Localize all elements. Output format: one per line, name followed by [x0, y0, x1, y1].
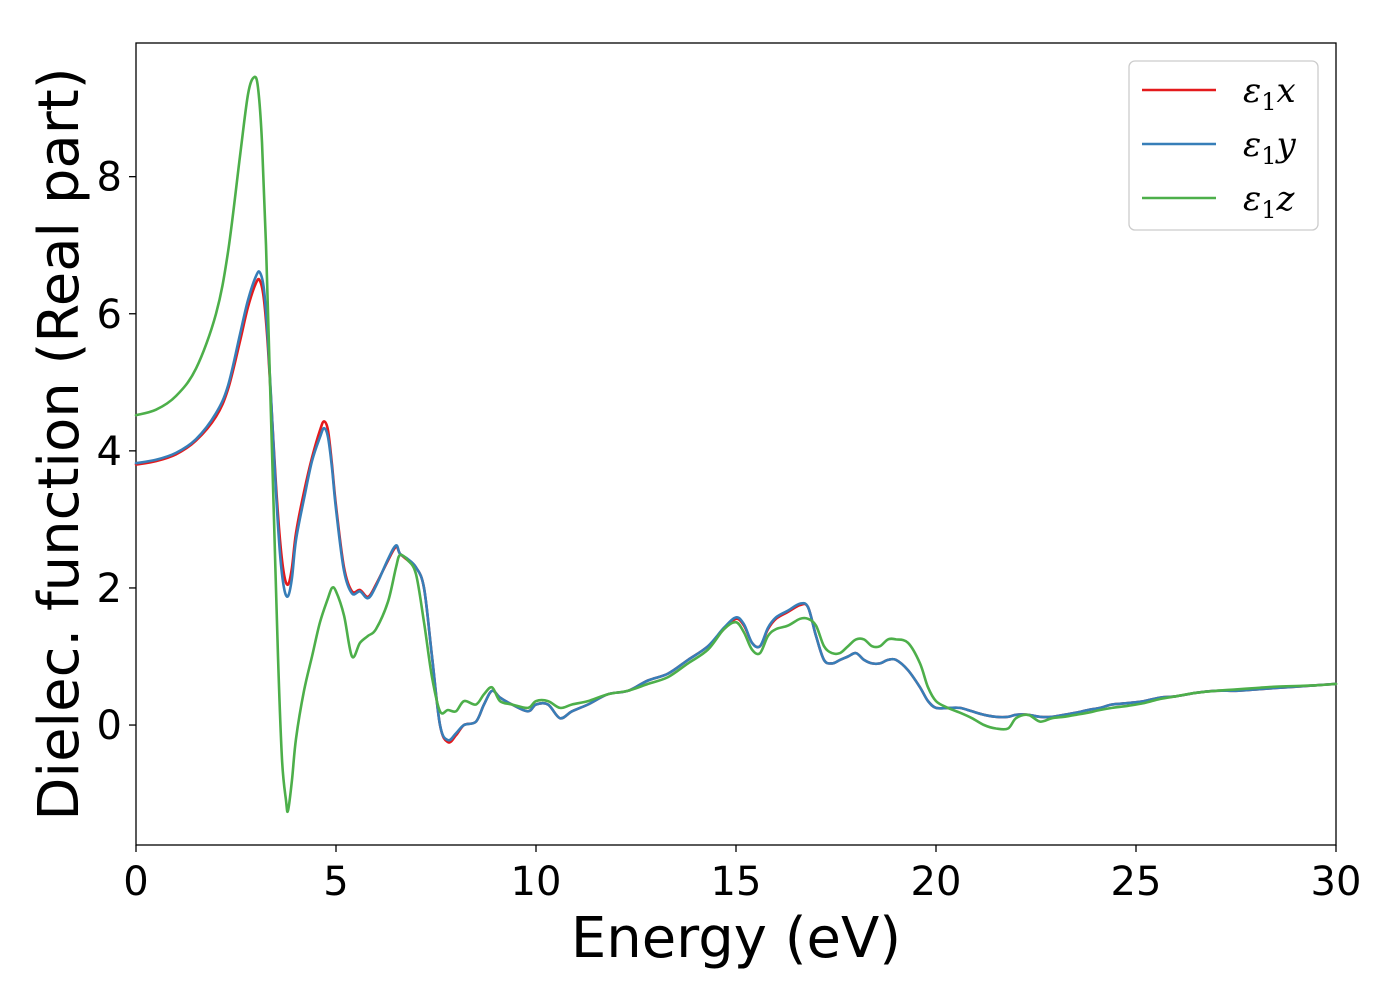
legend-box [1128, 60, 1319, 231]
x-tick-label: 25 [1111, 859, 1162, 905]
y-tick-label: 2 [97, 566, 122, 612]
x-tick-label: 20 [911, 859, 962, 905]
x-tick-label: 15 [711, 859, 762, 905]
series-line-y [134, 270, 1338, 742]
x-tick-label: 0 [123, 859, 148, 905]
x-axis-ticks: 0 5 10 15 20 25 30 [123, 845, 1361, 905]
x-tick-label: 5 [323, 859, 348, 905]
y-axis-title: Dielec. function (Real part) [27, 67, 92, 820]
legend-variable: z [1276, 179, 1296, 219]
x-tick-label: 30 [1311, 859, 1362, 905]
y-tick-label: 6 [97, 292, 122, 338]
legend-label-z: ε1z [1243, 179, 1296, 224]
legend-variable: x [1277, 71, 1296, 111]
legend-subscript: 1 [1261, 88, 1276, 116]
legend-symbol: ε [1243, 179, 1261, 219]
y-tick-label: 4 [97, 429, 122, 475]
legend-symbol: ε [1243, 71, 1261, 111]
series-lines [134, 75, 1338, 814]
legend-label-y: ε1y [1243, 125, 1297, 170]
legend-subscript: 1 [1261, 142, 1276, 170]
legend-symbol: ε [1243, 125, 1261, 165]
legend-label-x: ε1x [1243, 71, 1296, 116]
legend-subscript: 1 [1261, 196, 1276, 224]
y-axis-ticks: 0 2 4 6 8 [97, 155, 136, 749]
x-axis-title: Energy (eV) [571, 906, 901, 971]
legend-variable: y [1275, 125, 1297, 165]
y-tick-label: 8 [97, 155, 122, 201]
x-tick-label: 10 [511, 859, 562, 905]
series-line-z [134, 75, 1338, 814]
y-tick-label: 0 [97, 703, 122, 749]
